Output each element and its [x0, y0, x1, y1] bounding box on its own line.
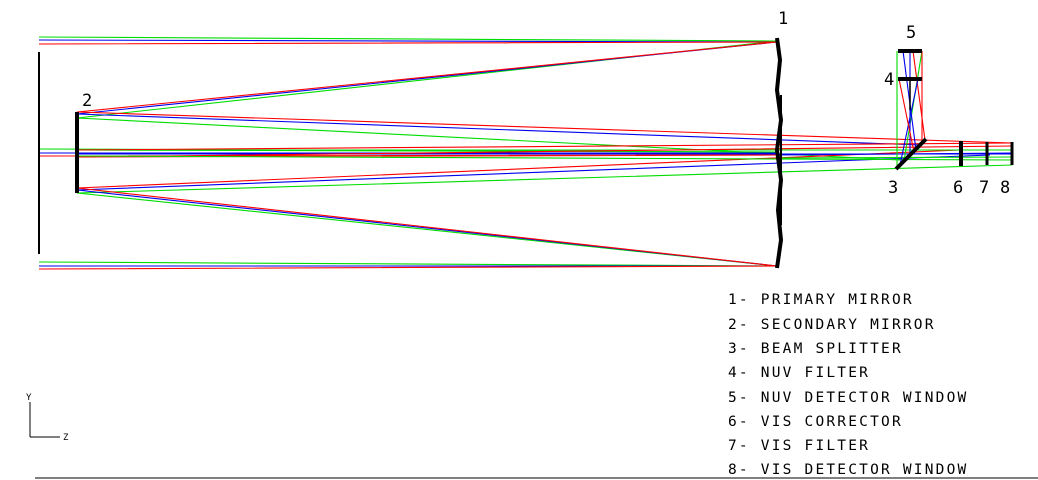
label-5: 5	[906, 23, 916, 43]
legend-item: 8- VIS DETECTOR WINDOW	[728, 462, 968, 478]
ray-nuv-blue-3	[899, 78, 919, 166]
label-6: 6	[953, 178, 963, 198]
ray-nuv-red-2	[912, 50, 926, 141]
ray-nuv-red-3	[898, 78, 915, 153]
optical-elements	[38, 37, 1014, 269]
ray-vis-green	[776, 156, 1013, 159]
ray-axis-red	[38, 145, 1013, 158]
legend-item: 7- VIS FILTER	[728, 438, 870, 454]
ray-upper-blue	[38, 39, 921, 146]
ray-nuv-green-2	[903, 50, 923, 162]
ray-axis-green-2	[76, 155, 1013, 161]
label-3: 3	[888, 178, 898, 198]
ray-upper-green	[38, 36, 901, 161]
axis-z-label: Z	[63, 433, 69, 443]
ray-axis-red-2	[76, 142, 1013, 151]
legend: 1- PRIMARY MIRROR 2- SECONDARY MIRROR 3-…	[728, 292, 968, 478]
beam-splitter	[894, 137, 928, 171]
legend-item: 6- VIS CORRECTOR	[728, 414, 903, 430]
ray-traces	[38, 36, 1013, 270]
ray-vis-blue	[776, 152, 1013, 156]
ray-lower-green	[38, 164, 1013, 267]
component-number-labels: 1 2 3 4 5 6 7 8	[82, 9, 1010, 198]
primary-mirror	[774, 37, 784, 269]
axis-y-label: Y	[26, 393, 32, 403]
legend-item: 3- BEAM SPLITTER	[728, 341, 903, 357]
label-8: 8	[1000, 178, 1010, 198]
legend-item: 1- PRIMARY MIRROR	[728, 292, 914, 308]
ray-lower-red	[38, 149, 961, 270]
legend-item: 4- NUV FILTER	[728, 365, 870, 381]
label-4: 4	[884, 70, 894, 90]
ray-axis-green	[38, 148, 1012, 153]
label-2: 2	[82, 91, 92, 111]
label-7: 7	[979, 178, 989, 198]
legend-item: 2- SECONDARY MIRROR	[728, 317, 936, 333]
ray-upper-red	[38, 41, 1013, 144]
legend-item: 5- NUV DETECTOR WINDOW	[728, 390, 968, 406]
ray-lower-blue	[39, 154, 991, 267]
label-1: 1	[778, 9, 788, 29]
axis-triad: Y Z	[26, 393, 69, 443]
